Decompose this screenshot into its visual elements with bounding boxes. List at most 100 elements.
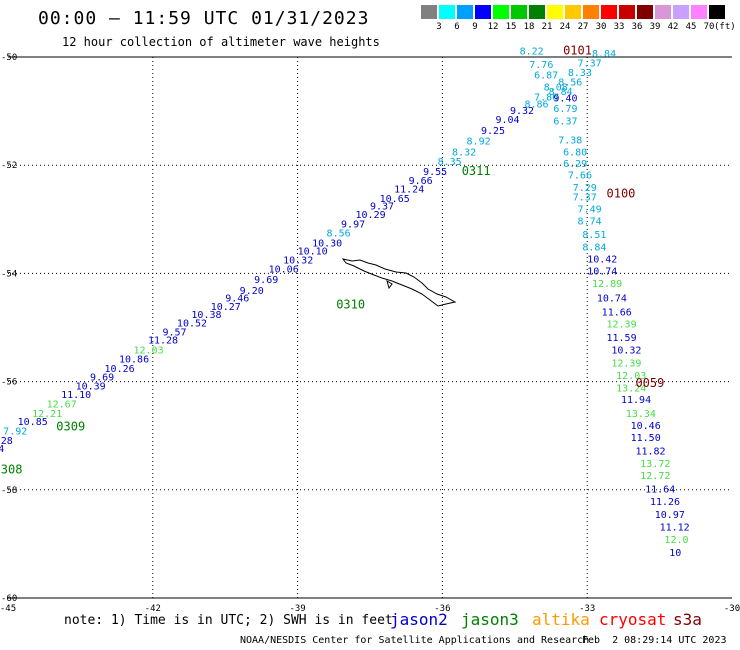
wave-height-point: 6.79 [553,104,577,115]
color-scale-bin [475,5,492,19]
color-scale-bin [673,5,690,19]
color-scale-label: 6 [454,22,460,32]
island-outline [386,279,393,290]
color-scale-bin [529,5,546,19]
wave-height-point: 9.20 [240,286,264,297]
color-scale-label: 3 [436,22,442,32]
footer-timestamp: Feb 2 08:29:14 UTC 2023 [582,635,727,646]
wave-height-point: 9.40 [553,93,577,104]
legend-satellite-s3a: s3a [673,610,702,629]
wave-height-point: 7.37 [573,192,597,203]
wave-height-point: 10.74 [587,266,617,277]
legend-satellite-jason3: jason3 [461,610,519,629]
color-scale-label: 24 [559,22,571,32]
wave-height-point: 10.26 [105,364,135,375]
longitude-tick-label: -45 [0,604,16,614]
wave-height-point: 7.92 [3,427,27,438]
wave-height-point: 8.22 [520,46,544,57]
page-subtitle: 12 hour collection of altimeter wave hei… [62,35,380,49]
wave-height-point: 8.56 [558,78,582,89]
wave-height-point: 11.94 [621,395,651,406]
wave-height-point: 6.29 [563,159,587,170]
color-scale-bin [457,5,474,19]
wave-height-point: 10.29 [356,210,386,221]
color-scale-bin [547,5,564,19]
legend-satellite-cryosat: cryosat [599,610,667,629]
wave-height-point: 13.72 [640,459,670,470]
pass-time-label: 0100 [607,187,636,201]
color-scale-bin [583,5,600,19]
wave-height-point: 8.08 [544,83,568,94]
south-georgia-island-outline [341,258,457,307]
color-scale-label: 9 [472,22,478,32]
footer-credit: NOAA/NESDIS Center for Satellite Applica… [240,635,590,646]
latitude-tick-label: -54 [1,269,17,279]
wave-height-point: 8.86 [524,99,548,110]
wave-height-point: 11.24 [394,184,424,195]
color-scale-label: 12 [487,22,499,32]
color-scale-label: 39 [649,22,661,32]
wave-height-point: 9.37 [370,202,394,213]
wave-height-point: 7.76 [529,60,553,71]
wave-height-point: 10.97 [655,510,685,521]
wave-height-point: 11.50 [631,433,661,444]
legend-satellite-jason2: jason2 [390,610,448,629]
wave-height-point: 12.72 [640,471,670,482]
color-scale-bin [619,5,636,19]
wave-height-point: 12.03 [616,371,646,382]
wave-height-point: 11.04 [0,444,4,455]
latitude-tick-label: -60 [1,594,17,604]
color-scale-bin [601,5,618,19]
wave-height-point: 7.49 [578,204,602,215]
wave-height-point: 10.46 [631,421,661,432]
wave-height-point: 12.39 [611,358,641,369]
wave-height-point: 13.34 [626,409,656,420]
wave-height-point: 9.46 [225,294,249,305]
color-scale-bin [691,5,708,19]
wave-height-point: 11.82 [635,447,665,458]
color-scale-bin [421,5,438,19]
wave-height-point: 10.42 [587,255,617,266]
wave-height-point: 12.67 [47,400,77,411]
wave-height-point: 10.86 [119,355,149,366]
wave-height-point: 12.21 [32,409,62,420]
color-scale-label: 70 [703,22,715,32]
wave-height-point: 10.74 [597,294,627,305]
wave-height-point: 11.12 [660,522,690,533]
longitude-tick-label: -30 [724,604,740,614]
wave-height-point: 8.35 [438,157,462,168]
wave-height-point: 6.37 [553,117,577,128]
wave-height-point: 6.87 [534,71,558,82]
wave-height-point: 9.97 [341,219,365,230]
color-scale-label: 30 [595,22,607,32]
wave-height-point: 10.39 [76,382,106,393]
wave-height-point: 8.84 [582,243,606,254]
pass-time-label: 0310 [336,298,365,312]
latitude-tick-label: -52 [1,161,17,171]
wave-height-point: 8.84 [549,87,573,98]
wave-height-point: 11.59 [607,333,637,344]
latitude-tick-label: -56 [1,378,17,388]
wave-height-point: 7.86 [534,92,558,103]
wave-height-point: 9.57 [162,328,186,339]
color-scale-label: 33 [613,22,625,32]
pass-time-label: 0059 [635,376,664,390]
wave-height-point: 10.65 [380,194,410,205]
color-scale-label: 45 [685,22,697,32]
wave-height-point: 9.55 [423,167,447,178]
latitude-tick-label: -50 [1,53,17,63]
wave-height-point: 12.89 [592,279,622,290]
wave-height-point: 10.32 [611,345,641,356]
wave-height-point: 9.69 [254,275,278,286]
wave-height-point: 10.85 [18,417,48,428]
wave-height-point: 11.66 [602,308,632,319]
wave-height-point: 7.29 [573,183,597,194]
wave-height-point: 10.27 [211,302,241,313]
color-scale-bin [493,5,510,19]
color-scale-label: 27 [577,22,589,32]
wave-height-point: 11.10 [61,390,91,401]
wave-height-point: 10 [669,548,681,559]
wave-height-point: 9.32 [510,106,534,117]
